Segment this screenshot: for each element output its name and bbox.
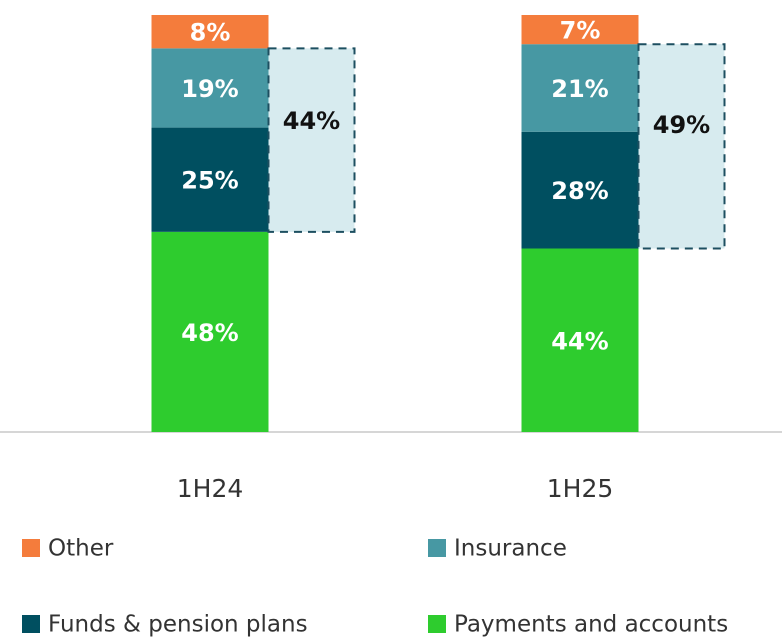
legend-swatch	[22, 615, 40, 633]
bracket	[267, 47, 356, 233]
x-tick-label: 1H25	[547, 474, 614, 503]
bar-segment	[521, 131, 639, 249]
legend-label: Funds & pension plans	[48, 612, 308, 638]
data-label: 19%	[181, 75, 238, 103]
legend-swatch	[428, 539, 446, 557]
bracket-label: 44%	[283, 107, 340, 135]
bar-segment	[151, 127, 269, 232]
data-label: 8%	[190, 19, 231, 47]
bracket-label: 49%	[653, 111, 710, 139]
bar-segment	[151, 15, 269, 49]
bar-segment	[521, 248, 639, 432]
legend-label: Insurance	[454, 536, 567, 562]
legend-label: Payments and accounts	[454, 612, 728, 638]
data-label: 21%	[551, 75, 608, 103]
bracket	[637, 43, 726, 250]
bar-segment	[521, 15, 639, 45]
data-label: 7%	[560, 17, 601, 45]
bar-segment	[151, 48, 269, 128]
data-label: 25%	[181, 167, 238, 195]
data-label: 28%	[551, 177, 608, 205]
x-tick-label: 1H24	[177, 474, 244, 503]
legend-swatch	[428, 615, 446, 633]
data-label: 48%	[181, 319, 238, 347]
bar-segment	[151, 231, 269, 432]
legend-label: Other	[48, 536, 114, 562]
bar-segment	[521, 44, 639, 132]
legend-swatch	[22, 539, 40, 557]
data-label: 44%	[551, 327, 608, 355]
